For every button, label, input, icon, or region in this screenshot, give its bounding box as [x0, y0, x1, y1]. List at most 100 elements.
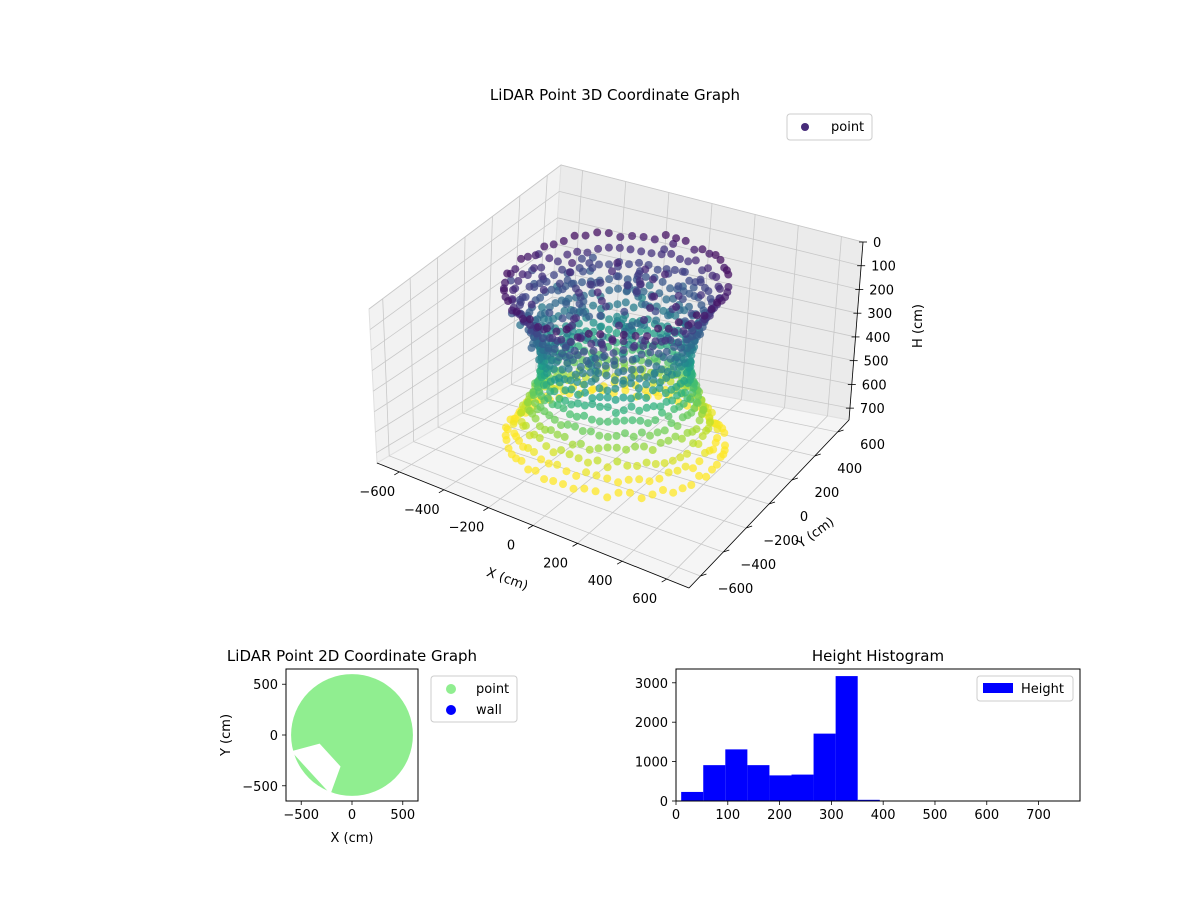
point-marker	[687, 481, 696, 489]
2d-plot-title: LiDAR Point 2D Coordinate Graph	[227, 647, 477, 665]
point-marker	[623, 461, 632, 470]
point-marker	[603, 403, 612, 412]
point-marker	[517, 408, 525, 417]
point-marker	[586, 280, 595, 289]
point-marker	[637, 494, 646, 503]
point-marker	[576, 362, 585, 371]
y-tick	[791, 477, 798, 481]
point-marker	[642, 380, 651, 389]
histogram-bar	[769, 775, 792, 801]
point-marker	[674, 338, 683, 347]
point-marker	[688, 389, 697, 398]
point-marker	[550, 271, 558, 280]
point-marker	[641, 386, 650, 395]
point-marker	[648, 446, 657, 454]
point-marker	[574, 288, 583, 297]
point-marker	[593, 361, 602, 370]
point-marker	[579, 347, 588, 356]
point-marker	[695, 457, 704, 466]
x-tick	[616, 560, 623, 565]
point-marker	[566, 338, 575, 346]
x-tick-label: 300	[819, 808, 844, 823]
histogram-legend-frame	[976, 675, 1074, 702]
3d-z-ticks: 0 100 200 300 400 500 600 700	[845, 236, 896, 417]
point-marker	[608, 267, 616, 276]
point-marker	[596, 402, 604, 411]
point-marker	[534, 322, 543, 331]
3d-plot-title: LiDAR Point 3D Coordinate Graph	[490, 86, 740, 104]
point-marker	[538, 334, 547, 343]
point-marker	[604, 325, 613, 334]
point-marker	[720, 428, 729, 437]
z-tick-label: 400	[866, 331, 891, 346]
point-marker	[656, 378, 664, 387]
point-marker	[581, 388, 589, 397]
x-tick-label: 700	[1026, 808, 1051, 823]
point-marker	[631, 442, 640, 451]
point-marker	[662, 397, 671, 406]
point-marker	[586, 427, 595, 436]
point-marker	[667, 249, 676, 258]
point-marker	[664, 412, 673, 421]
point-marker	[627, 379, 635, 388]
point-marker	[641, 265, 650, 274]
point-marker	[664, 311, 672, 320]
point-marker	[596, 311, 605, 320]
point-marker	[664, 436, 673, 445]
point-marker	[650, 235, 659, 244]
point-marker	[691, 256, 700, 265]
point-marker	[660, 426, 669, 435]
point-marker	[560, 375, 569, 384]
point-marker	[589, 385, 598, 394]
point-marker	[642, 458, 651, 467]
x-tick-label: −500	[283, 808, 319, 823]
point-marker	[681, 462, 690, 471]
point-marker	[701, 448, 709, 457]
point-marker	[614, 478, 623, 487]
point-marker	[672, 302, 681, 311]
point-marker	[609, 349, 618, 358]
point-marker	[502, 436, 511, 444]
point-marker	[560, 306, 569, 315]
point-marker	[695, 471, 704, 480]
point-marker	[619, 355, 628, 364]
point-marker	[582, 468, 591, 477]
point-marker	[526, 321, 534, 329]
grid-floor-y	[389, 455, 701, 577]
point-marker	[670, 266, 679, 274]
point-marker	[628, 416, 637, 425]
point-marker	[628, 232, 637, 240]
point-marker	[694, 321, 703, 330]
point-marker	[591, 374, 600, 383]
point-marker	[674, 291, 683, 300]
point-marker	[603, 417, 612, 426]
point-marker	[634, 384, 643, 393]
point-marker	[603, 393, 612, 402]
x-tick-label: 0	[348, 808, 356, 823]
point-marker	[535, 355, 544, 364]
point-marker	[550, 344, 559, 353]
x-tick-label: −600	[359, 485, 395, 500]
point-marker	[676, 255, 684, 263]
point-marker	[692, 311, 701, 320]
grid-left-y	[382, 298, 390, 456]
y-tick	[746, 525, 753, 529]
point-marker	[558, 265, 567, 274]
point-marker	[612, 431, 621, 440]
point-marker	[621, 429, 629, 438]
point-marker	[707, 305, 716, 314]
point-marker	[572, 471, 581, 480]
y-tick-label: −500	[242, 780, 278, 795]
histogram-bar	[747, 765, 770, 801]
point-marker	[542, 324, 551, 333]
point-marker	[604, 229, 613, 238]
histogram-bars	[681, 676, 1079, 801]
point-marker	[635, 406, 644, 415]
point-marker	[672, 234, 681, 243]
point-marker	[603, 474, 612, 483]
point-marker	[636, 416, 645, 425]
point-marker	[567, 385, 576, 394]
point-marker	[650, 292, 659, 301]
histogram-bar	[857, 799, 880, 801]
point-marker	[539, 285, 548, 294]
